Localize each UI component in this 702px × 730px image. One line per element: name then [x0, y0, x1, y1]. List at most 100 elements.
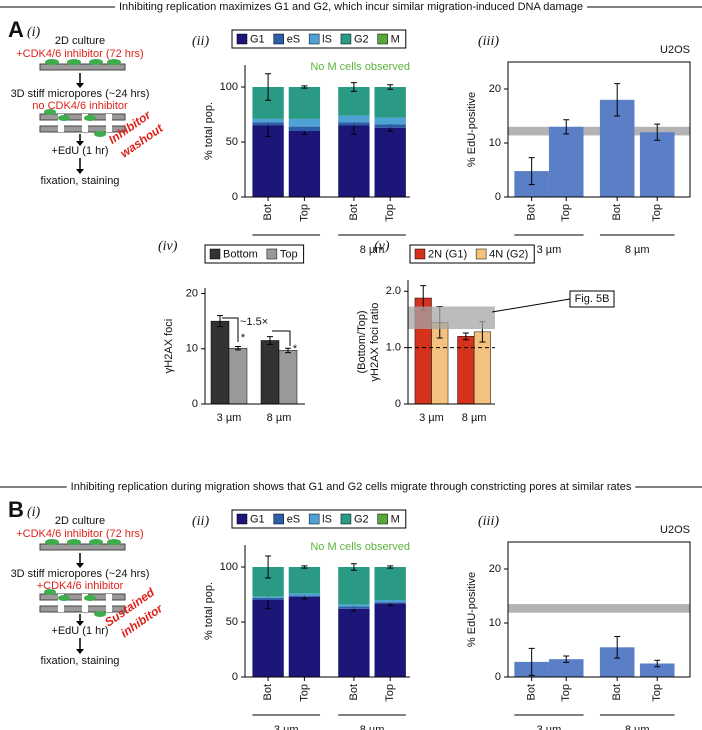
bar: [260, 340, 280, 405]
bar-segment: [374, 124, 406, 128]
bar: [228, 347, 248, 405]
cell: [67, 59, 81, 65]
y-tick-label: 20: [489, 83, 501, 95]
legend-label: M: [391, 33, 400, 45]
legend-swatch: [308, 513, 320, 525]
cell: [45, 59, 59, 65]
panel-label: (iii): [478, 514, 499, 529]
error-bar: [267, 336, 273, 345]
step-text: +EdU (1 hr): [51, 145, 108, 157]
error-bar: [265, 73, 272, 101]
cell: [107, 539, 121, 545]
cell: [44, 109, 56, 115]
bar-segment: [374, 602, 406, 604]
panel-label: (ii): [192, 514, 209, 529]
bar-segment: [288, 87, 321, 119]
cell: [94, 611, 106, 617]
legend-swatch: [266, 248, 278, 260]
legend-label: G2: [354, 513, 369, 525]
step-text: fixation, staining: [41, 175, 120, 187]
y-tick-label: 0: [495, 191, 501, 203]
reference-band: [508, 126, 690, 136]
x-tick-label: Bot: [611, 204, 623, 221]
pore-gap: [82, 114, 88, 132]
legend-label: Top: [280, 248, 298, 260]
cell-line-label: U2OS: [660, 44, 690, 56]
error-bar: [285, 347, 291, 354]
x-tick-label: Top: [651, 684, 663, 702]
bar-segment: [374, 127, 406, 197]
panel-label: (iv): [158, 239, 178, 254]
annotation: ~1.5×: [240, 316, 268, 328]
bar: [548, 659, 584, 677]
panel-letter: A: [8, 17, 24, 42]
y-tick-label: 20: [186, 287, 198, 299]
y-axis-label: % EdU-positive: [466, 572, 478, 647]
bar-segment: [374, 600, 406, 603]
y-tick-label: 0: [395, 398, 401, 410]
bar: [457, 336, 475, 405]
legend-swatch: [377, 33, 388, 45]
bar-segment: [374, 87, 406, 118]
note: No M cells observed: [310, 541, 410, 553]
legend-label: lS: [322, 33, 332, 45]
error-bar: [350, 563, 357, 571]
legend-swatch: [273, 33, 284, 45]
cell: [89, 59, 103, 65]
y-tick-label: 20: [489, 563, 501, 575]
pore-gap: [58, 594, 64, 612]
cell: [45, 539, 59, 545]
legend-swatch: [308, 33, 320, 45]
bar-segment: [374, 117, 406, 125]
panel-label: (v): [374, 239, 390, 254]
x-tick-label: Top: [560, 204, 572, 222]
bar-segment: [374, 567, 406, 600]
group-label: 8 µm: [625, 724, 650, 730]
x-tick-label: Bot: [348, 684, 360, 701]
legend-swatch: [475, 248, 487, 260]
y-tick-label: 50: [226, 136, 238, 148]
legend-box: [204, 244, 305, 264]
panel-label: (ii): [192, 34, 209, 49]
step-text: fixation, staining: [41, 655, 120, 667]
group-label: 8 µm: [360, 244, 385, 256]
legend-label: G2: [354, 33, 369, 45]
group-label: 3 µm: [537, 244, 562, 256]
arrow-head: [76, 83, 84, 88]
legend-swatch: [340, 513, 352, 525]
substrate: [39, 63, 126, 71]
section-header: Inhibiting replication during migration …: [71, 481, 632, 493]
cell: [58, 595, 70, 601]
step-text: no CDK4/6 inhibitor: [32, 100, 128, 112]
legend-label: Bottom: [223, 248, 258, 260]
x-tick-label: Bot: [526, 684, 538, 701]
group-label: 8 µm: [625, 244, 650, 256]
bar-segment: [338, 125, 370, 197]
step-text: +CDK4/6 inhibitor (72 hrs): [16, 48, 143, 60]
y-tick-label: 1.0: [386, 342, 401, 354]
cell: [84, 595, 96, 601]
arrow-head: [76, 563, 84, 568]
step-text: +EdU (1 hr): [51, 625, 108, 637]
legend-swatch: [209, 248, 221, 260]
x-tick-label: Bot: [348, 204, 360, 221]
cell: [107, 59, 121, 65]
legend-swatch: [236, 513, 248, 525]
y-axis-label: (Bottom/Top): [356, 311, 368, 374]
cell: [89, 539, 103, 545]
substrate: [39, 543, 126, 551]
error-bar: [217, 315, 223, 328]
x-tick-label: 3 µm: [419, 412, 444, 424]
y-axis-label: % total pop.: [203, 582, 215, 640]
bar-segment: [338, 608, 370, 677]
section-header: Inhibiting replication maximizes G1 and …: [119, 1, 583, 13]
x-tick-label: 3 µm: [217, 412, 242, 424]
error-bar: [350, 82, 357, 92]
bracket: [272, 330, 291, 346]
arrow-head: [76, 621, 84, 626]
y-tick-label: 10: [186, 343, 198, 355]
error-bar: [387, 565, 394, 569]
panel-letter: B: [8, 497, 24, 522]
legend-label: 4N (G2): [489, 248, 528, 260]
